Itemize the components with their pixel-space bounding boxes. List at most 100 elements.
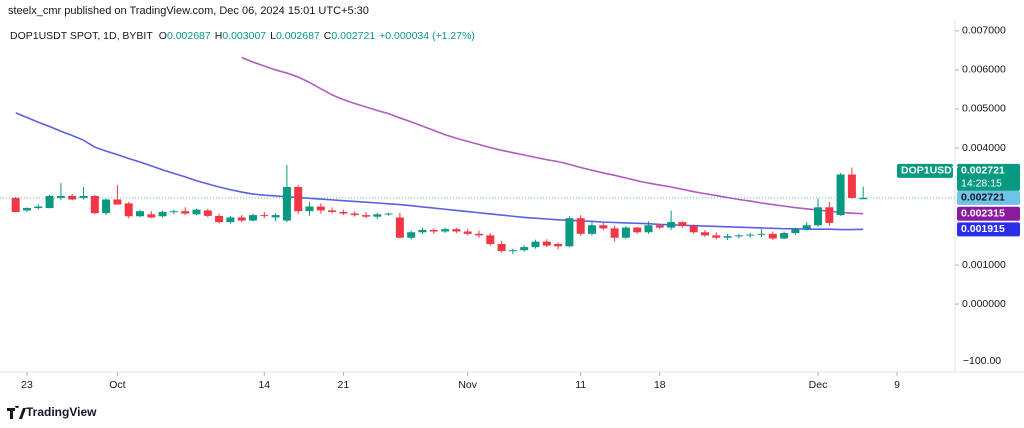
symbol: DOP1USDT SPOT, 1D, BYBIT (10, 30, 153, 42)
x-tick-label: Oct (109, 379, 125, 391)
legend: DOP1USDT SPOT, 1D, BYBIT O0.002687 H0.0030… (10, 30, 479, 42)
field-key: C (323, 30, 332, 42)
candle-body (497, 243, 506, 251)
x-tick-label: 14 (258, 379, 270, 391)
candle-body (734, 235, 743, 237)
candle-body (475, 233, 483, 236)
candle-body (576, 218, 585, 234)
candle-body (113, 199, 122, 205)
brand: TradingView (26, 405, 97, 419)
candle-body (621, 227, 630, 238)
candle-body (294, 187, 303, 212)
candle-body (158, 211, 167, 217)
field-value: 0.003007 (222, 30, 267, 42)
symbol-label-box (897, 163, 953, 178)
candle-body (701, 232, 709, 236)
y-tick-label: 0.005000 (962, 103, 1006, 115)
candle-body (305, 206, 314, 212)
ma-line (241, 56, 864, 215)
publish-info: steelx_cmr published on TradingView.com,… (8, 5, 369, 17)
candle-body (486, 235, 495, 244)
candle-body (282, 187, 291, 221)
ma-label: 0.001915 (961, 223, 1005, 235)
candle-body (531, 241, 540, 248)
candle-body (136, 211, 144, 217)
candle-body (463, 231, 472, 234)
candle-body (373, 214, 382, 217)
candle-body (780, 233, 789, 239)
candle-body (339, 211, 348, 214)
y-axis-label: −100.00 (963, 355, 1001, 367)
candle-body (384, 213, 393, 215)
candle-body (34, 206, 43, 209)
candle-body (102, 199, 111, 214)
candle-body (588, 225, 596, 234)
candle-body (520, 247, 529, 251)
y-tick-label: 0.001000 (962, 259, 1006, 271)
candle-body (45, 195, 54, 209)
candle-body (554, 243, 563, 247)
candle-body (226, 217, 235, 223)
ma-line (15, 112, 864, 231)
candle-body (418, 229, 427, 233)
close-label: 0.002721 (961, 192, 1005, 204)
candle-body (746, 234, 755, 236)
candle-body (237, 217, 246, 221)
ma-label: 0.002315 (961, 208, 1005, 220)
close-label-box (957, 190, 1020, 205)
candle-body (407, 232, 416, 238)
x-tick-label: 11 (575, 379, 586, 391)
candle-body (542, 241, 551, 246)
candle-body (215, 215, 224, 223)
candle-body (90, 195, 99, 214)
candle-body (836, 174, 845, 216)
ohlc-fields: O0.002687 H0.003007 L0.002687 C0.002721 (159, 30, 379, 42)
candle-body (56, 195, 65, 198)
candle-body (689, 226, 698, 233)
candle-body (452, 229, 461, 232)
candle-body (260, 215, 269, 217)
x-tick-label: 23 (21, 379, 33, 391)
x-tick-label: 21 (338, 379, 350, 391)
candle-body (847, 174, 856, 198)
candle-body (814, 207, 822, 226)
field-value: 0.002687 (275, 30, 320, 42)
candle-body (791, 229, 800, 234)
candle-body (169, 211, 178, 213)
change: +0.000034 (+1.27%) (379, 30, 475, 42)
y-tick-label: 0.006000 (962, 64, 1006, 76)
candle-body (203, 210, 212, 216)
x-tick-label: 9 (894, 379, 900, 391)
candle-body (508, 250, 517, 252)
field-key: H (214, 30, 223, 42)
x-tick-label: Dec (809, 379, 828, 391)
candle-body (610, 228, 619, 238)
candle-body (644, 225, 653, 233)
price-label: 0.002721 (961, 165, 1005, 177)
candle-body (395, 217, 404, 238)
ma-label-box (957, 222, 1020, 237)
price-label-box (957, 163, 1020, 191)
candle-body (565, 218, 574, 247)
candle-body (757, 233, 766, 235)
candle-body (429, 229, 438, 232)
candle-body (350, 213, 359, 216)
candle-body (362, 215, 370, 217)
field-value: 0.002687 (166, 30, 211, 42)
candle-body (11, 197, 20, 212)
candle-body (768, 233, 777, 239)
candle-body (667, 222, 676, 228)
candle-body (124, 203, 133, 217)
candle-body (825, 207, 834, 223)
candle-body (712, 235, 721, 238)
field-key: L (270, 30, 276, 42)
candle-body (678, 222, 687, 227)
logo-glyph (7, 406, 26, 419)
candle-body (79, 195, 88, 198)
field-value: 0.002721 (331, 30, 376, 42)
x-tick-label: Nov (458, 379, 477, 391)
field-key: O (158, 30, 167, 42)
candle-body (441, 229, 450, 232)
